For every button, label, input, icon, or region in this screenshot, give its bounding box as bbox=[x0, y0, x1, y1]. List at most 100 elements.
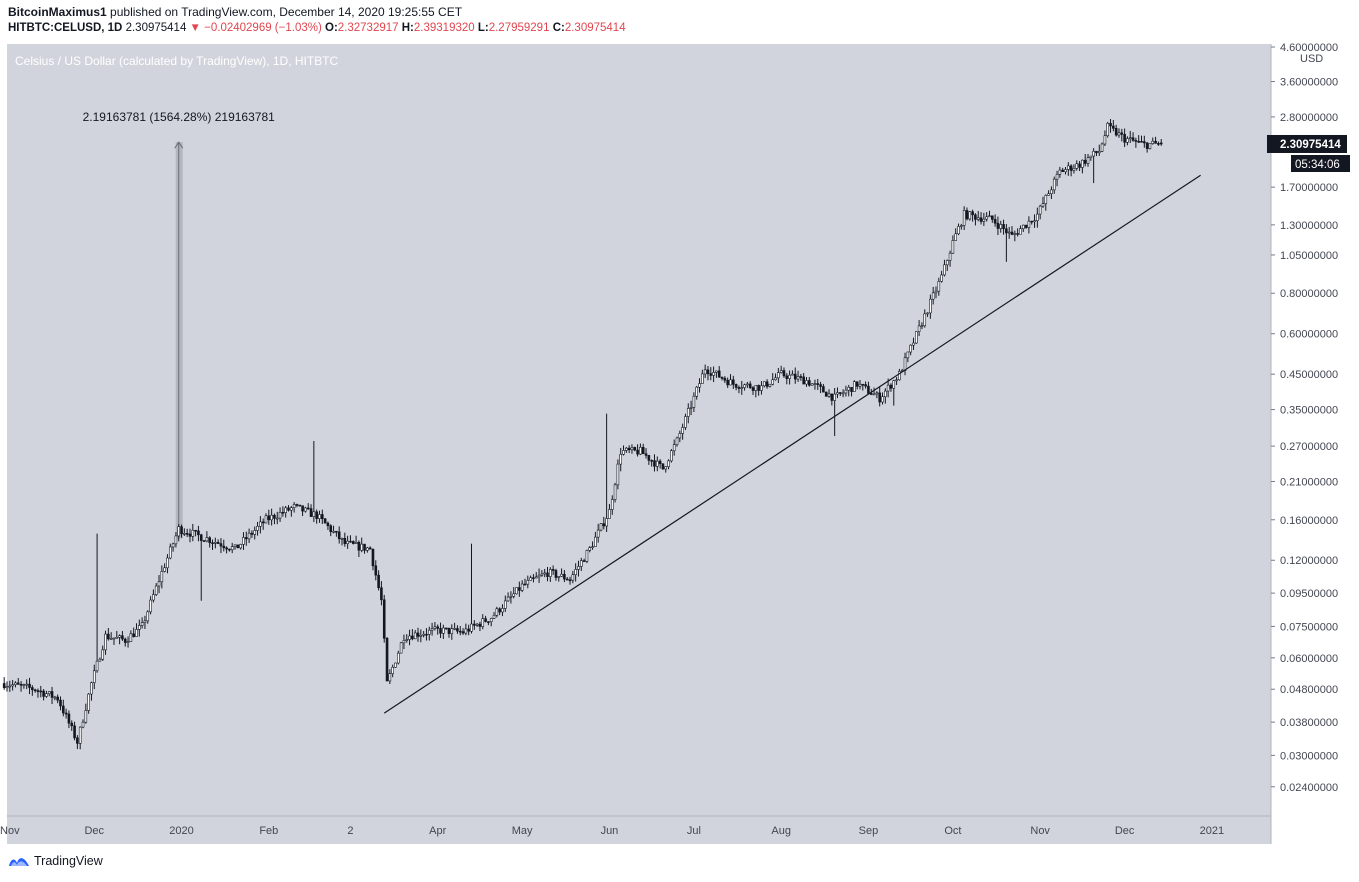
candle bbox=[993, 214, 997, 227]
candle-body bbox=[641, 446, 645, 455]
candle bbox=[670, 449, 673, 463]
price-tick-label: 0.45000000 bbox=[1280, 369, 1338, 381]
measure-tool[interactable]: 2.19163781 (1564.28%) 219163781 bbox=[83, 110, 275, 539]
candle-body bbox=[782, 370, 786, 377]
candle-body bbox=[332, 530, 335, 533]
candle bbox=[399, 641, 403, 654]
candle bbox=[681, 423, 684, 440]
plot-area[interactable] bbox=[7, 44, 1271, 816]
candle-body bbox=[225, 547, 228, 550]
candle bbox=[59, 696, 62, 711]
candle-body bbox=[785, 375, 789, 379]
candle bbox=[678, 430, 682, 443]
candle-body bbox=[678, 433, 682, 439]
candle-body bbox=[360, 543, 364, 551]
candle-body bbox=[73, 725, 76, 739]
candle-body bbox=[965, 210, 969, 220]
candle bbox=[532, 574, 535, 583]
candle-body bbox=[366, 547, 369, 551]
candle-body bbox=[42, 690, 45, 697]
candle bbox=[67, 710, 71, 729]
candle bbox=[259, 516, 262, 534]
candle-body bbox=[979, 217, 983, 222]
time-tick-label: 2 bbox=[347, 825, 353, 837]
price-axis[interactable] bbox=[1271, 44, 1359, 816]
time-axis[interactable] bbox=[7, 816, 1271, 844]
candle-body bbox=[470, 623, 473, 632]
candle bbox=[380, 581, 383, 606]
candle bbox=[191, 523, 195, 542]
candle bbox=[304, 506, 307, 513]
candle bbox=[188, 528, 192, 543]
candle bbox=[878, 386, 881, 407]
candle-body bbox=[537, 574, 541, 578]
high-value: 2.39319320 bbox=[413, 22, 475, 34]
candle-body bbox=[1097, 151, 1101, 154]
candle bbox=[202, 539, 206, 542]
candle bbox=[318, 510, 321, 523]
candle bbox=[1145, 142, 1149, 153]
candle-body bbox=[909, 344, 912, 353]
support-trendline[interactable] bbox=[383, 174, 1201, 714]
candle bbox=[273, 513, 276, 525]
time-tick-label: Apr bbox=[429, 825, 446, 837]
candle bbox=[1117, 128, 1121, 138]
footer-brand[interactable]: TradingView bbox=[34, 854, 103, 868]
candle bbox=[121, 630, 124, 641]
candle bbox=[841, 389, 845, 398]
candle-body bbox=[442, 627, 445, 634]
candle-body bbox=[585, 550, 589, 562]
candle-body bbox=[957, 226, 960, 235]
author-name[interactable]: BitcoinMaximus1 bbox=[8, 5, 107, 19]
candle-body bbox=[146, 611, 150, 622]
candle bbox=[1109, 119, 1112, 133]
candle bbox=[126, 636, 130, 648]
candle-body bbox=[549, 569, 552, 577]
candle-body bbox=[810, 383, 814, 386]
candle bbox=[377, 570, 380, 591]
candle-body bbox=[374, 565, 378, 576]
time-tick-label: 2020 bbox=[169, 825, 193, 837]
candle-body bbox=[337, 531, 341, 540]
tradingview-logo-icon[interactable] bbox=[8, 854, 30, 868]
candle bbox=[824, 391, 828, 397]
candle-body bbox=[971, 211, 974, 216]
candle bbox=[847, 384, 851, 397]
candle bbox=[771, 373, 775, 386]
candle bbox=[574, 563, 577, 582]
candle-body bbox=[1117, 132, 1121, 136]
candle-body bbox=[1112, 125, 1115, 129]
candle-body bbox=[123, 638, 127, 643]
candle-body bbox=[605, 518, 608, 527]
candle bbox=[1131, 132, 1135, 142]
candle bbox=[808, 377, 811, 387]
candle bbox=[743, 383, 746, 391]
candle bbox=[954, 228, 958, 241]
candle-body bbox=[796, 376, 800, 380]
candle-body bbox=[1019, 228, 1022, 235]
candle bbox=[309, 504, 313, 517]
candle-body bbox=[650, 460, 653, 462]
candle-body bbox=[779, 370, 783, 373]
candle bbox=[197, 525, 200, 542]
candle bbox=[951, 235, 955, 254]
candle-body bbox=[1033, 220, 1036, 223]
candle bbox=[1055, 170, 1059, 187]
candle bbox=[633, 446, 637, 452]
candle-body bbox=[174, 535, 178, 545]
candle bbox=[557, 576, 561, 582]
candle-body bbox=[684, 416, 687, 428]
candle-body bbox=[1072, 168, 1076, 171]
candle bbox=[1100, 142, 1104, 153]
candle bbox=[132, 627, 135, 638]
candle-body bbox=[194, 529, 197, 532]
candle-body bbox=[256, 526, 259, 531]
candle bbox=[1058, 166, 1062, 178]
candle bbox=[591, 541, 594, 550]
candle-body bbox=[295, 504, 299, 506]
candle-body bbox=[275, 517, 279, 520]
candle-body bbox=[898, 371, 901, 381]
candle bbox=[298, 504, 302, 507]
candle-body bbox=[512, 593, 516, 597]
